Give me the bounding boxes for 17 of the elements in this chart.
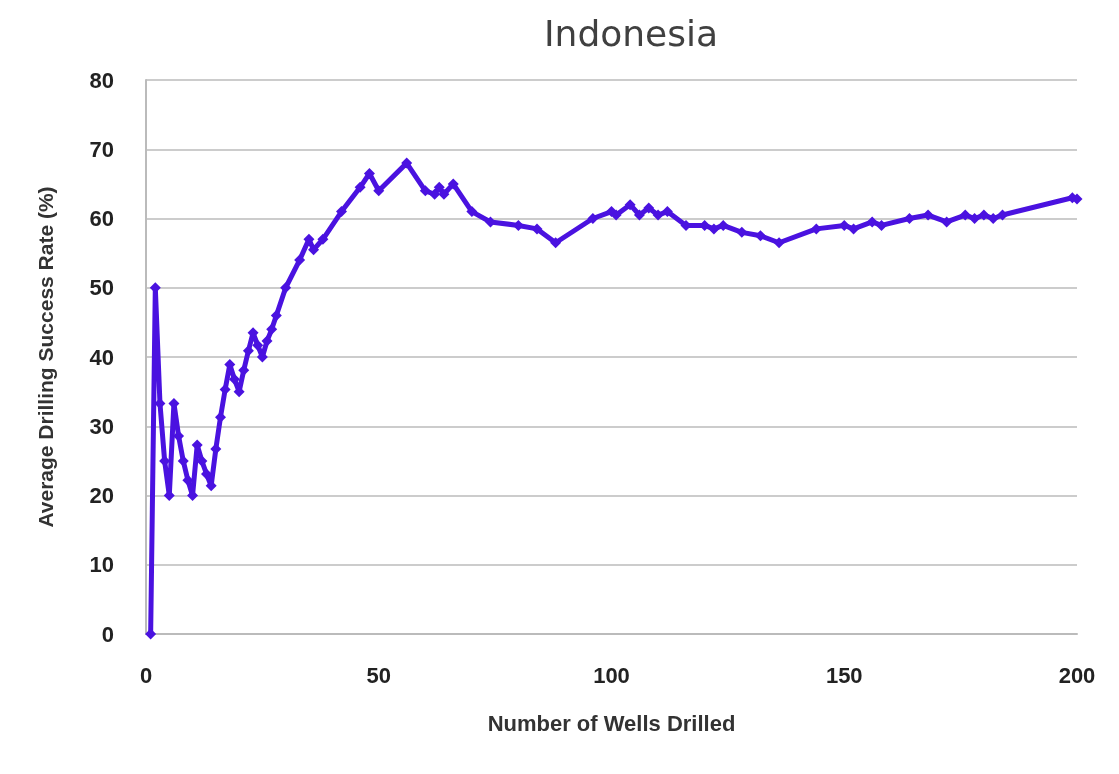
x-tick-label: 50: [366, 662, 391, 688]
chart-title: Indonesia: [543, 12, 719, 54]
y-tick-label: 70: [89, 136, 114, 162]
y-tick-label: 80: [89, 67, 114, 93]
y-tick-label: 60: [89, 206, 114, 231]
x-tick-label: 100: [593, 662, 630, 688]
y-axis-title: Average Drilling Success Rate (%): [34, 186, 57, 528]
y-tick-label: 10: [89, 552, 114, 578]
y-tick-label: 50: [89, 275, 114, 301]
x-tick-label: 0: [139, 662, 153, 688]
y-tick-label: 0: [101, 621, 114, 647]
x-axis-title: Number of Wells Drilled: [487, 710, 736, 736]
x-tick-label: 150: [825, 662, 863, 688]
y-tick-label: 20: [89, 483, 114, 508]
x-tick-label: 200: [1058, 662, 1096, 688]
y-tick-label: 30: [89, 413, 114, 439]
y-tick-label: 40: [89, 344, 114, 370]
